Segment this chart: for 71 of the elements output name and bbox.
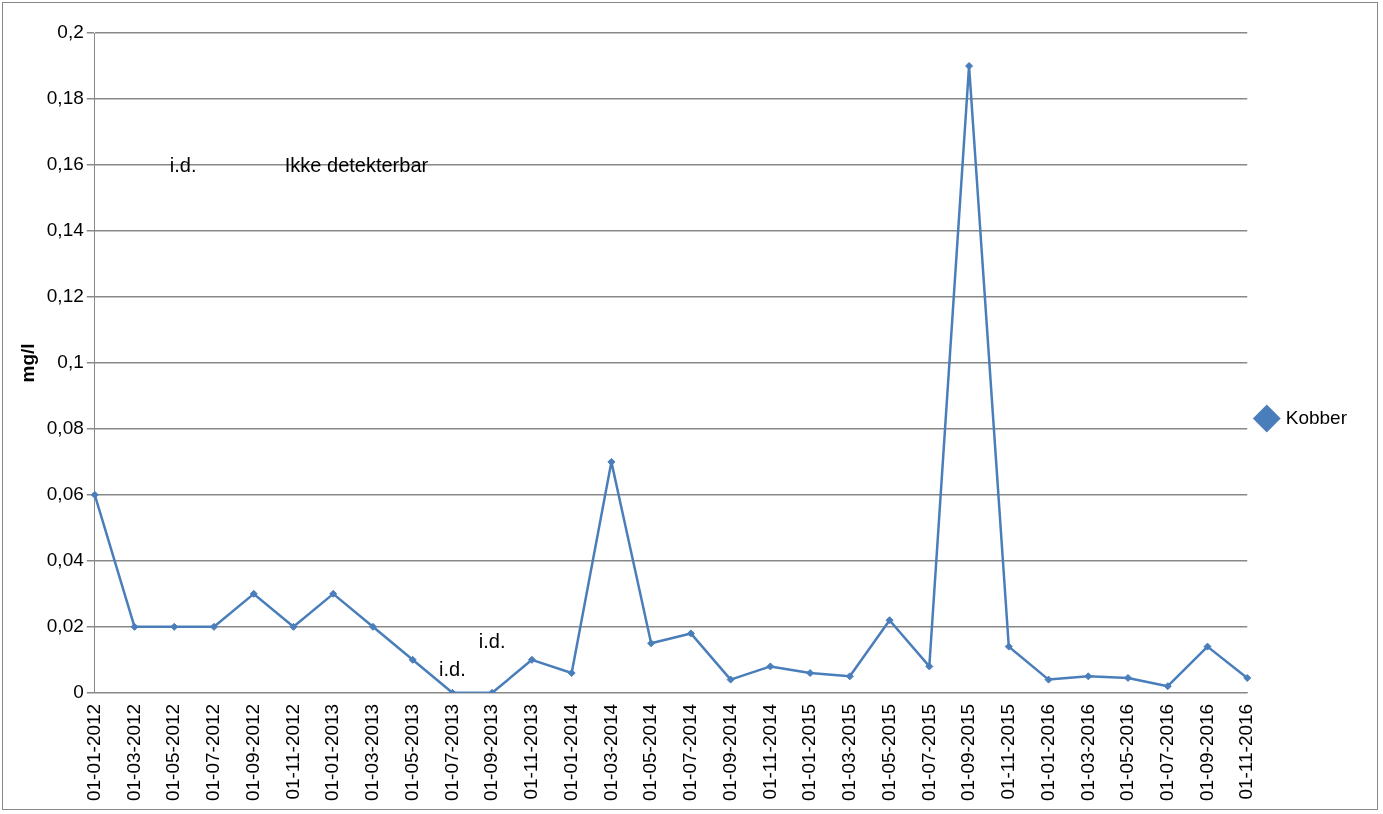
x-tick-label: 01-01-2016 xyxy=(1036,703,1058,802)
x-tick-label: 01-07-2013 xyxy=(440,703,462,802)
x-tick-label: 01-11-2016 xyxy=(1235,703,1257,800)
point xyxy=(567,669,576,678)
x-tick-label: 01-11-2012 xyxy=(281,703,303,800)
point xyxy=(1243,673,1252,682)
x-tick-label: 01-11-2015 xyxy=(997,703,1019,800)
point xyxy=(368,622,377,631)
y-tick-label: 0,16 xyxy=(46,153,84,175)
x-tick-label: 01-07-2014 xyxy=(679,703,701,802)
point xyxy=(885,616,894,625)
y-axis-title: mg/l xyxy=(16,343,38,383)
x-tick-label: 01-03-2016 xyxy=(1076,703,1098,802)
point xyxy=(289,622,298,631)
point xyxy=(130,622,139,631)
x-tick-label: 01-11-2013 xyxy=(520,703,542,800)
x-tick-label: 01-01-2013 xyxy=(321,703,343,802)
point xyxy=(766,662,775,671)
x-tick-label: 01-09-2012 xyxy=(241,703,263,802)
x-tick-label: 01-05-2014 xyxy=(639,703,661,802)
x-tick-label: 01-05-2015 xyxy=(877,703,899,802)
x-tick-label: 01-03-2014 xyxy=(599,703,621,802)
y-tick-label: 0,1 xyxy=(57,351,84,373)
x-tick-label: 01-07-2015 xyxy=(917,703,939,802)
point xyxy=(965,61,974,70)
point xyxy=(249,589,258,598)
x-tick-label: 01-01-2014 xyxy=(559,703,581,802)
annotation: i.d. xyxy=(439,658,466,681)
point xyxy=(408,655,417,664)
x-tick-label: 01-07-2016 xyxy=(1155,703,1177,802)
x-tick-label: 01-03-2015 xyxy=(838,703,860,802)
y-tick-label: 0,12 xyxy=(46,285,84,307)
point xyxy=(329,589,338,598)
x-tick-label: 01-11-2014 xyxy=(758,703,780,800)
x-tick-label: 01-09-2013 xyxy=(480,703,502,802)
annotation: i.d. xyxy=(478,630,506,653)
point xyxy=(686,629,695,638)
point xyxy=(647,639,656,648)
point xyxy=(1004,642,1013,651)
annotation: i.d. xyxy=(169,154,197,177)
annotation: Ikke detekterbar xyxy=(284,154,429,177)
point xyxy=(210,622,218,631)
x-tick-label: 01-09-2014 xyxy=(718,703,740,802)
y-tick-label: 0,06 xyxy=(46,483,84,505)
x-tick-label: 01-01-2012 xyxy=(83,703,105,802)
x-tick-label: 01-07-2012 xyxy=(202,703,224,802)
point xyxy=(1084,672,1093,681)
x-tick-label: 01-05-2016 xyxy=(1116,703,1138,802)
x-tick-label: 01-05-2012 xyxy=(162,703,184,802)
legend-label: Kobber xyxy=(1285,406,1348,428)
y-tick-label: 0,2 xyxy=(57,21,84,43)
point xyxy=(726,675,735,684)
x-tick-label: 01-03-2013 xyxy=(361,703,383,802)
y-tick-label: 0 xyxy=(73,681,84,703)
x-tick-label: 01-09-2015 xyxy=(957,703,979,802)
x-tick-label: 01-05-2013 xyxy=(400,703,422,802)
point xyxy=(1044,675,1053,684)
point xyxy=(1203,642,1212,651)
y-tick-label: 0,08 xyxy=(46,417,84,439)
point xyxy=(527,655,536,664)
point xyxy=(1163,682,1172,691)
x-tick-label: 01-01-2015 xyxy=(798,703,820,802)
x-tick-label: 01-09-2016 xyxy=(1195,703,1217,802)
y-tick-label: 0,04 xyxy=(46,549,85,571)
y-tick-label: 0,14 xyxy=(46,219,85,241)
point xyxy=(925,662,934,671)
point xyxy=(1124,673,1133,682)
y-tick-label: 0,02 xyxy=(46,615,84,637)
y-tick-label: 0,18 xyxy=(46,87,84,109)
point xyxy=(90,490,99,499)
x-tick-label: 01-03-2012 xyxy=(122,703,144,802)
